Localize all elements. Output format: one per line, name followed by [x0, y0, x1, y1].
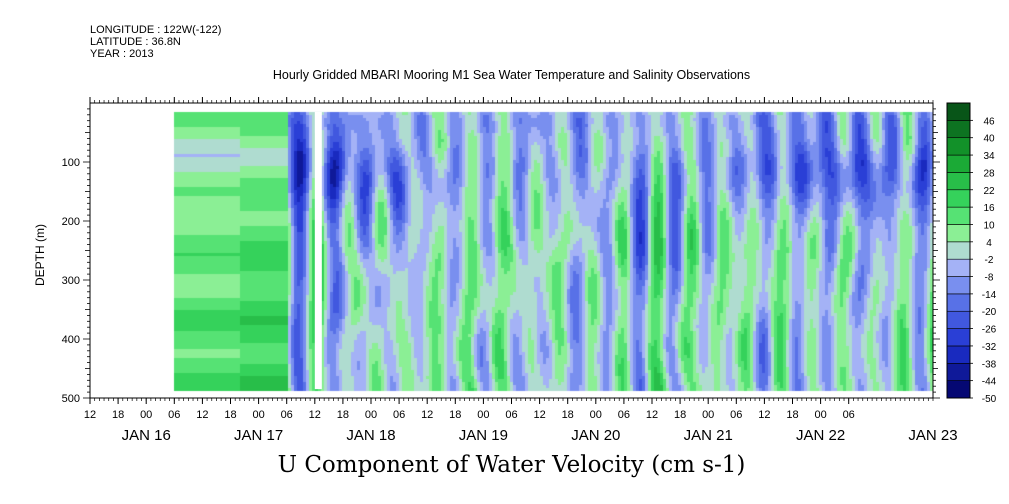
x-tick-label-8: 12	[309, 409, 321, 421]
colorbar-label-4: 22	[983, 186, 995, 197]
colorbar-label-10: -14	[982, 290, 997, 301]
y-tick-label-0: 100	[62, 157, 80, 169]
colorbar-label-12: -26	[982, 325, 997, 336]
x-date-label-6: JAN 22	[796, 427, 845, 444]
colorbar-label-0: 46	[983, 116, 995, 127]
x-date-label-2: JAN 18	[346, 427, 395, 444]
colorbar-label-13: -32	[982, 342, 997, 353]
x-tick-label-22: 00	[702, 409, 714, 421]
colorbar-label-6: 10	[983, 220, 995, 231]
colorbar-label-1: 40	[983, 134, 995, 145]
x-tick-label-16: 12	[533, 409, 545, 421]
x-tick-label-15: 06	[505, 409, 517, 421]
chart-title: Hourly Gridded MBARI Mooring M1 Sea Wate…	[272, 68, 751, 82]
x-date-label-7: JAN 23	[908, 427, 957, 444]
colorbar-band	[946, 137, 971, 156]
colorbar-band	[946, 345, 971, 364]
x-date-label-1: JAN 17	[234, 427, 283, 444]
x-tick-label-3: 06	[168, 409, 180, 421]
x-axis-ticks: 12 18 00 06 12 18 00 06 12 18 00 06 12 18 00 06 12 18 00 06…	[84, 97, 958, 444]
colorbar: 46 40 34 28 22 16 10 4 -2 -8 -14 -20 -26 -32 -38 -44 -50	[946, 102, 997, 405]
x-tick-label-7: 06	[281, 409, 293, 421]
y-tick-label-2: 300	[62, 275, 80, 287]
x-tick-label-18: 00	[590, 409, 602, 421]
y-tick-label-3: 400	[62, 334, 80, 346]
x-tick-label-21: 18	[674, 409, 686, 421]
x-tick-label-12: 12	[421, 409, 433, 421]
colorbar-band	[946, 206, 971, 225]
colorbar-band	[946, 120, 971, 139]
x-date-label-4: JAN 20	[571, 427, 620, 444]
x-tick-label-4: 12	[196, 409, 208, 421]
data-gaps	[314, 111, 322, 390]
colorbar-band	[946, 189, 971, 208]
colorbar-label-2: 34	[983, 151, 995, 162]
colorbar-band	[946, 258, 971, 277]
colorbar-label-16: -50	[982, 394, 997, 405]
x-tick-label-20: 12	[646, 409, 658, 421]
x-tick-label-13: 18	[449, 409, 461, 421]
velocity-field-raster	[90, 103, 933, 398]
colorbar-frame	[946, 102, 971, 399]
colorbar-band	[946, 241, 971, 260]
x-tick-label-1: 18	[112, 409, 124, 421]
colorbar-band	[946, 172, 971, 191]
x-tick-label-23: 06	[730, 409, 742, 421]
x-tick-label-26: 00	[814, 409, 826, 421]
x-tick-label-19: 06	[618, 409, 630, 421]
colorbar-band	[946, 154, 971, 173]
latitude-label: LATITUDE : 36.8N	[90, 36, 181, 48]
colorbar-label-7: 4	[986, 238, 992, 249]
x-tick-label-25: 18	[786, 409, 798, 421]
x-tick-label-27: 06	[843, 409, 855, 421]
x-date-label-0: JAN 16	[122, 427, 171, 444]
colorbar-band	[946, 362, 971, 381]
x-tick-label-5: 18	[224, 409, 236, 421]
longitude-label: LONGITUDE : 122W(-122)	[90, 24, 222, 36]
colorbar-band	[946, 293, 971, 312]
data-gap-0	[314, 111, 322, 390]
x-date-label-5: JAN 21	[684, 427, 733, 444]
x-tick-label-10: 00	[365, 409, 377, 421]
x-date-label-3: JAN 19	[459, 427, 508, 444]
x-axis-label: U Component of Water Velocity (cm s-1)	[277, 452, 746, 478]
colorbar-band	[946, 102, 971, 121]
y-axis-ticks: 100 200 300 400 500	[62, 108, 940, 405]
colorbar-label-5: 16	[983, 203, 995, 214]
velocity-field	[90, 103, 933, 398]
x-tick-label-2: 00	[140, 409, 152, 421]
y-tick-label-1: 200	[62, 216, 80, 228]
y-tick-label-4: 500	[62, 393, 80, 405]
x-tick-label-6: 00	[252, 409, 264, 421]
colorbar-label-15: -44	[982, 377, 997, 388]
x-tick-label-14: 00	[477, 409, 489, 421]
x-tick-label-17: 18	[562, 409, 574, 421]
x-tick-label-24: 12	[758, 409, 770, 421]
colorbar-label-8: -2	[985, 255, 994, 266]
year-label: YEAR : 2013	[90, 48, 154, 60]
colorbar-band	[946, 310, 971, 329]
colorbar-band	[946, 380, 971, 399]
x-tick-label-9: 18	[337, 409, 349, 421]
x-tick-label-11: 06	[393, 409, 405, 421]
colorbar-label-11: -20	[982, 307, 997, 318]
colorbar-label-9: -8	[985, 273, 994, 284]
colorbar-band	[946, 276, 971, 295]
colorbar-label-3: 28	[983, 168, 995, 179]
x-tick-label-0: 12	[84, 409, 96, 421]
colorbar-band	[946, 328, 971, 347]
colorbar-label-14: -38	[982, 359, 997, 370]
colorbar-band	[946, 224, 971, 243]
